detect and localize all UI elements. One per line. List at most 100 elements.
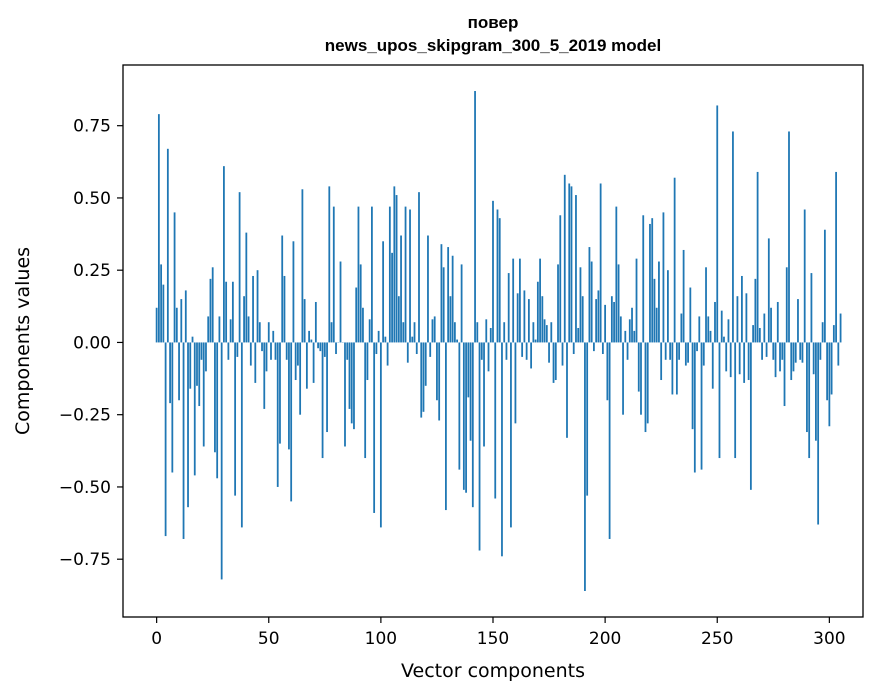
bar <box>767 238 770 343</box>
bar <box>243 296 245 343</box>
bar <box>207 316 210 343</box>
bar <box>801 342 804 363</box>
bar <box>377 330 380 343</box>
bar <box>456 339 459 343</box>
bar <box>700 342 703 470</box>
bar <box>593 342 595 352</box>
bar <box>680 313 683 343</box>
bar <box>276 342 279 487</box>
x-tick-label: 50 <box>258 629 280 649</box>
bar <box>664 342 667 360</box>
bar <box>256 270 259 343</box>
chart-subtitle: news_upos_skipgram_300_5_2019 model <box>325 36 661 55</box>
bar <box>335 342 337 355</box>
bar <box>346 342 349 360</box>
bar <box>808 342 811 459</box>
bar <box>640 342 642 415</box>
bar <box>539 258 541 343</box>
bar <box>395 195 398 343</box>
bar <box>651 218 654 343</box>
x-axis-label: Vector components <box>401 660 585 682</box>
bar <box>317 342 319 349</box>
bar <box>817 342 820 525</box>
bar <box>494 342 497 499</box>
bar <box>433 316 436 343</box>
bar <box>678 342 681 360</box>
bar <box>826 342 829 401</box>
plot-frame <box>122 64 864 618</box>
bar <box>267 322 270 343</box>
bar <box>749 342 752 490</box>
bar <box>682 249 685 343</box>
bar <box>160 264 163 343</box>
bar <box>673 177 676 343</box>
bar <box>584 342 586 591</box>
x-tick-label: 150 <box>477 629 509 649</box>
bar <box>362 307 364 343</box>
bar <box>521 342 524 357</box>
bar <box>258 322 261 343</box>
bar <box>727 319 730 343</box>
bar <box>810 273 813 343</box>
bar <box>575 195 577 343</box>
bar <box>536 281 539 343</box>
bar <box>559 215 562 343</box>
bar <box>384 336 387 343</box>
bar <box>164 342 167 537</box>
bar <box>281 235 284 343</box>
bar <box>290 342 293 502</box>
bar <box>178 342 180 401</box>
bar <box>610 296 613 343</box>
bar <box>200 342 203 360</box>
y-tick-label: −0.75 <box>59 550 111 570</box>
bar <box>581 296 584 343</box>
x-tick-label: 250 <box>701 629 733 649</box>
bar <box>604 304 607 343</box>
bar <box>566 342 568 438</box>
bar <box>184 290 187 343</box>
bar <box>297 342 299 366</box>
bar <box>835 171 837 343</box>
bar <box>613 301 615 343</box>
bar <box>552 342 555 383</box>
bar <box>498 218 501 343</box>
bar <box>487 342 490 372</box>
bar <box>285 342 288 360</box>
bar <box>772 342 775 360</box>
bar <box>720 310 723 343</box>
x-tick-label: 100 <box>365 629 397 649</box>
bar <box>238 192 241 343</box>
y-tick-label: −0.25 <box>59 406 111 426</box>
bar <box>667 270 669 343</box>
bar <box>332 206 335 343</box>
bar <box>797 299 799 343</box>
bar <box>460 264 463 343</box>
bar <box>570 186 573 343</box>
bar <box>649 223 651 343</box>
bar <box>732 131 734 343</box>
bar <box>155 307 158 343</box>
bar <box>299 342 302 415</box>
bar <box>218 316 221 343</box>
bar <box>413 322 416 343</box>
bar <box>512 258 515 343</box>
bar <box>323 342 326 357</box>
bar <box>606 342 609 401</box>
bar <box>530 342 533 369</box>
bar <box>725 342 728 372</box>
bar <box>223 166 225 343</box>
bar <box>698 316 701 343</box>
bar <box>447 247 450 343</box>
bar <box>785 267 788 343</box>
bar <box>519 258 521 343</box>
bar <box>355 287 358 343</box>
bar <box>292 241 295 343</box>
bar <box>339 261 342 343</box>
bar <box>790 342 793 381</box>
bar <box>225 281 228 343</box>
bar <box>415 342 418 355</box>
bar <box>586 342 589 496</box>
bar <box>662 212 665 343</box>
bar <box>516 293 519 343</box>
bar <box>743 342 746 383</box>
